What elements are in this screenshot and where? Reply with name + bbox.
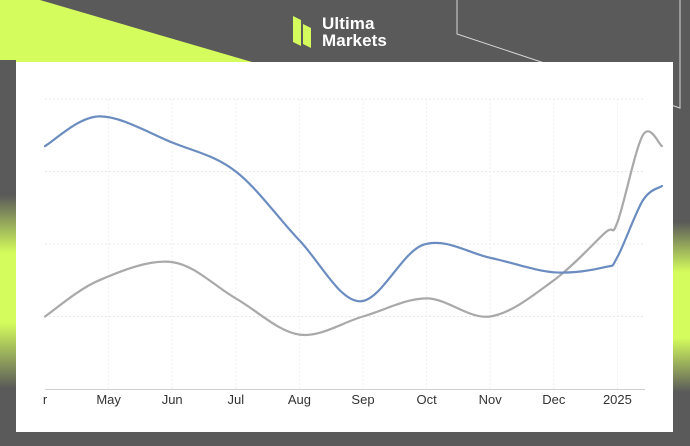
series-line-blue (43, 115, 663, 303)
brand-line-2: Markets (322, 31, 387, 50)
line-chart: r May Jun Jul Aug Sep Oct Nov Dec 2025 (43, 98, 663, 407)
x-tick-label: 2025 (603, 392, 632, 407)
chart-card: r May Jun Jul Aug Sep Oct Nov Dec 2025 (16, 62, 673, 432)
right-glow-strip (673, 60, 690, 446)
x-tick-label: Oct (416, 392, 437, 407)
ultima-markets-logo-icon (293, 16, 311, 48)
x-tick-label: May (96, 392, 121, 407)
x-tick-label: r (43, 392, 48, 407)
x-tick-label: Sep (351, 392, 374, 407)
series-line-gray (43, 130, 663, 337)
brand-line-1: Ultima (322, 14, 375, 33)
x-tick-label: Nov (479, 392, 503, 407)
brand-logo: Ultima Markets (291, 13, 387, 51)
accent-wedge (0, 0, 252, 62)
x-tick-label: Jun (162, 392, 183, 407)
x-tick-label: Jul (227, 392, 244, 407)
x-tick-label: Dec (542, 392, 566, 407)
brand-wordmark: Ultima Markets (322, 15, 387, 49)
x-tick-label: Aug (288, 392, 311, 407)
left-glow-strip (0, 60, 16, 446)
